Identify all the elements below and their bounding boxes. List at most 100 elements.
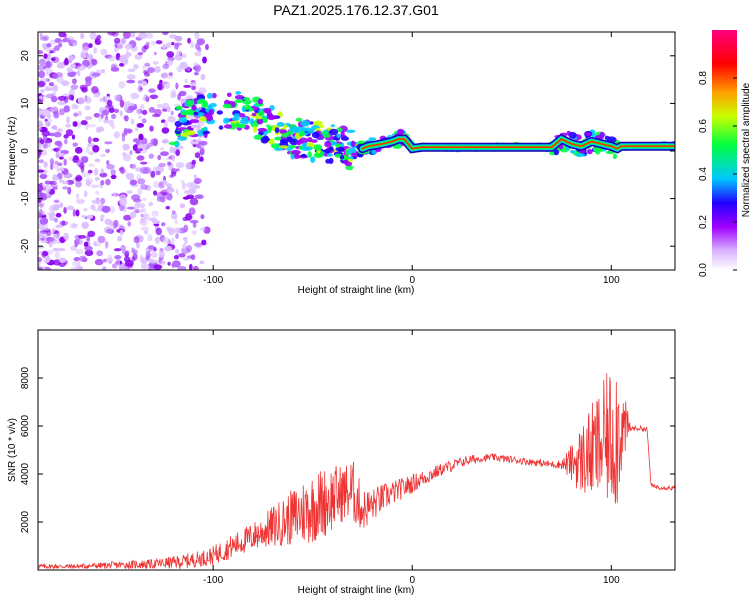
colorbar-tick-label: 0.2 xyxy=(698,215,709,229)
spectrogram-ridge-mark xyxy=(337,147,345,152)
spectrogram-noise-mark xyxy=(115,259,121,267)
spectrogram-noise-mark xyxy=(182,181,186,190)
spectrogram-noise-mark xyxy=(38,232,45,239)
spectrogram-noise-mark xyxy=(138,32,148,39)
spectrogram-noise-mark xyxy=(161,222,166,227)
spectrogram-ridge-mark xyxy=(326,153,333,157)
spectrogram-ridge-mark xyxy=(336,127,343,133)
snr-panel: -100 0 100 2000 4000 6000 8000 Height of strai… xyxy=(7,329,676,596)
spectrogram-ridge-mark xyxy=(311,132,320,139)
spectrogram-noise-mark xyxy=(175,188,179,196)
spectrogram-noise-mark xyxy=(62,186,69,190)
spectrogram-noise-mark xyxy=(160,260,166,265)
spectrogram-ridge-mark xyxy=(251,112,257,117)
spectrogram-noise-mark xyxy=(179,203,186,209)
spectrogram-ridge-mark xyxy=(178,117,188,123)
spectrogram-noise-mark xyxy=(192,265,199,270)
spectrogram-ridge-mark xyxy=(279,138,289,144)
spectrogram-noise-mark xyxy=(131,256,136,262)
spectrogram-ridge-mark xyxy=(300,120,310,127)
spectrogram-noise-mark xyxy=(198,157,204,162)
spectrogram-ridge-mark xyxy=(185,130,196,136)
spectrogram-ridge-mark xyxy=(330,124,335,128)
spectrogram-noise-mark xyxy=(46,52,51,59)
spectrogram-noise-mark xyxy=(100,218,104,222)
spectrogram-noise-mark xyxy=(119,198,128,207)
spectrogram-noise-mark xyxy=(114,254,122,260)
spectrogram-noise-mark xyxy=(38,251,43,255)
spectrogram-ridge-mark xyxy=(216,110,223,115)
spectrogram-ridge-mark xyxy=(300,154,307,158)
spectrogram-ridge-mark xyxy=(253,134,263,140)
spectrogram-noise-mark xyxy=(149,259,157,264)
spectrogram-noise-mark xyxy=(175,82,179,90)
spectrogram-noise-mark xyxy=(38,50,44,55)
spectrogram-noise-mark xyxy=(151,210,159,217)
spectrogram-ridge-mark xyxy=(313,144,323,151)
spectrogram-ridge-mark xyxy=(324,141,332,148)
spectrogram-noise-mark xyxy=(149,94,159,100)
spectrogram-ridge-mark xyxy=(257,98,264,105)
spectrogram-noise-mark xyxy=(123,128,128,136)
spectrogram-noise-mark xyxy=(77,97,85,105)
spectrogram-noise-mark xyxy=(160,81,168,85)
spectrogram-noise-mark xyxy=(94,177,100,181)
spectrogram-noise-mark xyxy=(71,103,77,110)
spectrogram-noise-mark xyxy=(188,187,197,195)
spectrogram-ridge-mark xyxy=(311,139,318,143)
spectrogram-noise-mark xyxy=(178,253,186,258)
spectrogram-noise-mark xyxy=(69,42,73,47)
spectrogram-noise-mark xyxy=(175,233,179,239)
spectrogram-noise-mark xyxy=(168,227,175,236)
spectrogram-noise-mark xyxy=(185,162,192,170)
spectrogram-noise-mark xyxy=(165,42,172,48)
spectrogram-noise-mark xyxy=(45,47,53,53)
spectrogram-noise-mark xyxy=(121,37,126,45)
spectrogram-ridge-mark xyxy=(207,92,213,99)
spectrogram-noise-mark xyxy=(108,119,115,127)
spectrogram-noise-mark xyxy=(142,197,147,201)
spectrogram-noise-mark xyxy=(161,108,168,112)
spectrogram-noise-mark xyxy=(200,73,206,81)
spectrogram-noise-mark xyxy=(183,224,189,233)
spectrogram-ridge-mark xyxy=(350,152,357,157)
snr-x-axis-label: Height of straight line (km) xyxy=(298,585,415,596)
spectrogram-ridge-mark xyxy=(328,157,334,164)
spectrogram-noise-mark xyxy=(171,212,178,220)
spectrogram-noise-mark xyxy=(175,149,180,157)
spectrogram-noise-mark xyxy=(141,208,147,213)
spectrogram-ridge-mark xyxy=(239,119,249,125)
spectrogram-noise-mark xyxy=(136,123,144,128)
spectrogram-ridge-mark xyxy=(257,127,268,132)
spectrogram-ridge-mark xyxy=(274,127,280,134)
spectrogram-noise-mark xyxy=(63,33,68,38)
spectrogram-ridge-mark xyxy=(298,131,305,137)
spectrogram-ridge-mark xyxy=(340,130,345,137)
spectrogram-noise-mark xyxy=(108,107,115,113)
spectrogram-noise-mark xyxy=(91,58,98,66)
spectrogram-noise-mark xyxy=(129,150,133,155)
spectrogram-noise-mark xyxy=(155,170,161,176)
spectrogram-ridge-mark xyxy=(330,141,337,146)
spectrogram-noise-mark xyxy=(194,152,201,159)
spectrogram-noise-mark xyxy=(79,162,85,170)
spectrogram-noise-mark xyxy=(56,146,62,152)
snr-ticks: -100 0 100 2000 4000 6000 8000 xyxy=(20,330,675,586)
spectrogram-noise-mark xyxy=(141,118,147,124)
spectrogram-noise-mark xyxy=(113,219,119,228)
spectrogram-noise-mark xyxy=(81,214,86,219)
spectrogram-noise-mark xyxy=(75,63,82,67)
spectrogram-noise-mark xyxy=(182,236,188,241)
spectrogram-noise-mark xyxy=(93,243,102,247)
spectrogram-noise-mark xyxy=(55,151,60,159)
spectrogram-noise-mark xyxy=(91,72,101,77)
spectrogram-ridge-mark xyxy=(258,110,265,117)
spectrogram-noise-mark xyxy=(140,161,148,165)
spectrogram-noise-mark xyxy=(92,145,100,153)
spectrogram-ridge-mark xyxy=(184,102,189,107)
spectrogram-ridge-mark xyxy=(256,118,264,125)
spectrogram-noise-mark xyxy=(124,104,128,112)
spectrogram-noise-mark xyxy=(105,148,110,154)
spectrogram-ridge-mark xyxy=(199,116,207,122)
spectrogram-noise-mark xyxy=(113,47,119,53)
